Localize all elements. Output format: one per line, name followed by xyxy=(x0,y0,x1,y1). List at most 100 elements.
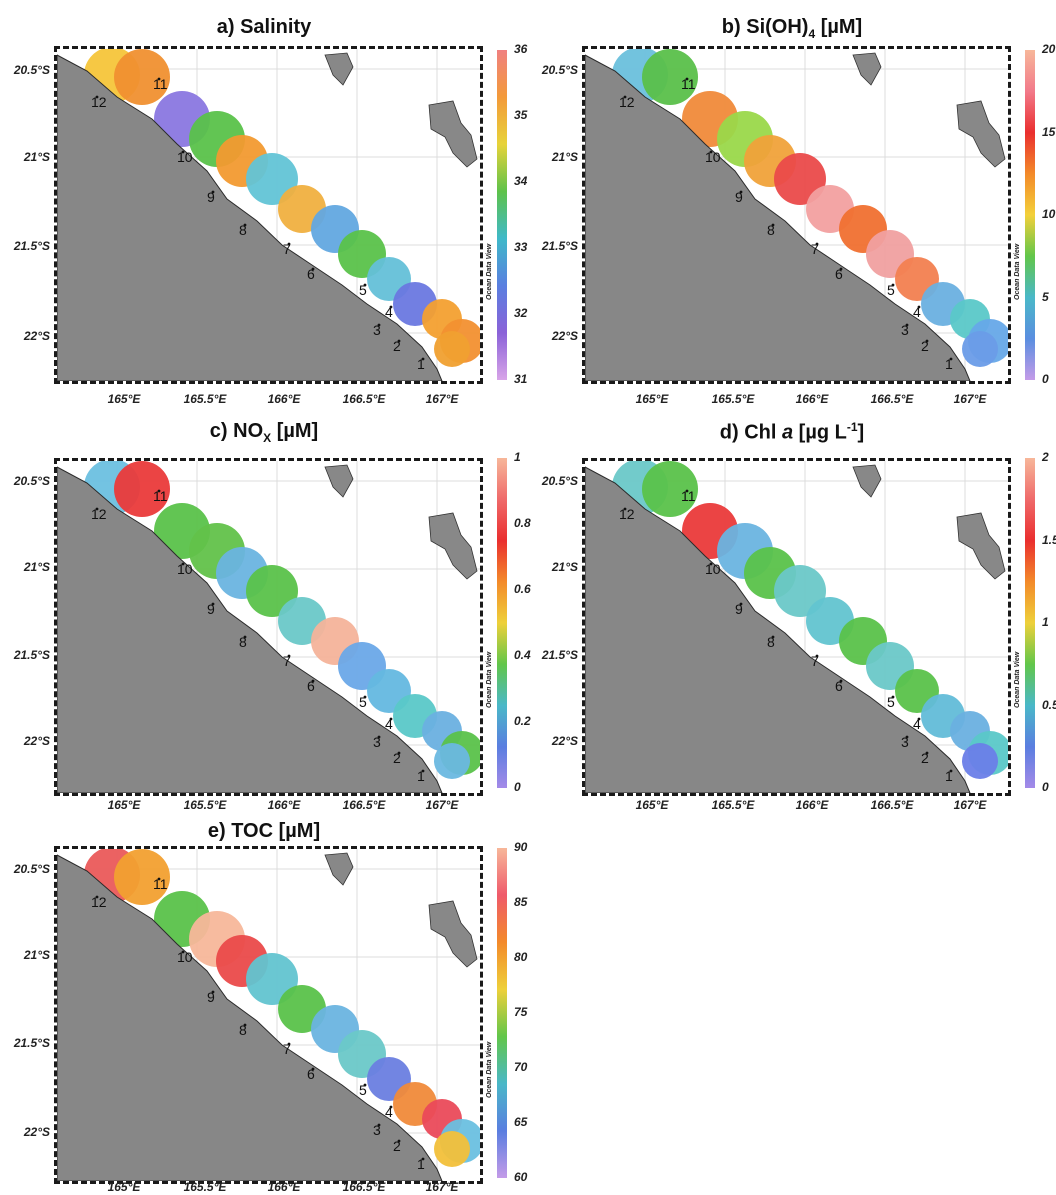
colorbar-tick: 33 xyxy=(514,240,528,254)
station-label: 6 xyxy=(835,678,843,694)
data-blob xyxy=(642,461,698,517)
station-label: 9 xyxy=(207,189,215,205)
island-shape xyxy=(324,852,354,886)
data-blob xyxy=(114,49,170,105)
station-label: 11 xyxy=(681,76,696,92)
station-dot xyxy=(917,305,921,309)
station-dot xyxy=(311,679,315,683)
station-label: 3 xyxy=(901,734,909,750)
colorbar-tick: 1 xyxy=(514,450,521,464)
map-frame: 1 2 3 4 5 6 7 8 9 10 11 12 xyxy=(54,46,483,384)
colorbar-tick: 15 xyxy=(1042,124,1056,139)
lat-label: 21°S xyxy=(23,560,50,574)
station-dot xyxy=(397,1139,401,1143)
lat-label: 21.5°S xyxy=(13,1036,50,1050)
lat-label: 20.5°S xyxy=(541,63,578,77)
island-shape xyxy=(324,52,354,86)
colorbar-tick: 34 xyxy=(514,174,528,188)
lat-label: 20.5°S xyxy=(13,63,50,77)
panel-c: c) NOX [µM] 1 2 3 4 5 6 7 8 9 10 11 12 20.5°S 21°S … xyxy=(0,398,531,812)
watermark: Ocean Data View xyxy=(486,1041,493,1098)
colorbar xyxy=(1025,458,1035,788)
land-mass xyxy=(57,854,443,1181)
station-dot xyxy=(377,323,381,327)
station-label: 11 xyxy=(153,488,168,504)
lon-label: 165°E xyxy=(107,1180,141,1194)
land-mass xyxy=(57,466,443,793)
station-dot xyxy=(905,323,909,327)
station-label: 10 xyxy=(705,149,721,165)
station-label: 5 xyxy=(359,282,367,298)
data-blob xyxy=(114,849,170,905)
station-dot xyxy=(771,635,775,639)
panel-title: c) NOX [µM] xyxy=(209,420,319,445)
station-label: 1 xyxy=(945,768,953,784)
station-dot xyxy=(949,357,953,361)
lat-label: 22°S xyxy=(551,734,578,748)
island-shape xyxy=(428,512,478,580)
station-dot xyxy=(181,150,185,154)
colorbar-tick: 32 xyxy=(514,306,528,320)
lat-label: 21.5°S xyxy=(13,239,50,253)
lon-label: 165°E xyxy=(107,798,141,812)
colorbar-tick: 35 xyxy=(514,108,528,122)
lon-label: 166°E xyxy=(267,1180,301,1194)
lon-label: 166°E xyxy=(795,798,829,812)
colorbar-tick: 60 xyxy=(514,1170,528,1184)
station-dot xyxy=(623,95,627,99)
station-dot xyxy=(623,507,627,511)
lat-label: 22°S xyxy=(23,734,50,748)
station-label: 6 xyxy=(307,678,315,694)
lat-label: 21.5°S xyxy=(541,239,578,253)
station-dot xyxy=(891,695,895,699)
colorbar-tick: 0 xyxy=(514,780,521,794)
station-label: 5 xyxy=(359,1082,367,1098)
lon-label: 166.5°E xyxy=(342,1180,386,1194)
station-dot xyxy=(389,717,393,721)
colorbar-tick: 70 xyxy=(514,1060,528,1074)
watermark: Ocean Data View xyxy=(1014,651,1021,708)
colorbar-tick: 0 xyxy=(1042,372,1049,386)
lon-label: 166°E xyxy=(267,392,301,406)
station-dot xyxy=(181,950,185,954)
panel-title: d) Chl a [µg L-1] xyxy=(719,420,865,444)
colorbar-tick: 0.5 xyxy=(1042,697,1056,712)
lat-label: 21°S xyxy=(551,150,578,164)
lon-label: 167°E xyxy=(425,798,459,812)
station-dot xyxy=(287,242,291,246)
station-dot xyxy=(421,1157,425,1161)
station-dot xyxy=(377,1123,381,1127)
data-blob xyxy=(774,153,826,205)
map-frame: 1 2 3 4 5 6 7 8 9 10 11 12 xyxy=(54,458,483,796)
station-dot xyxy=(211,190,215,194)
station-label: 9 xyxy=(207,989,215,1005)
station-dot xyxy=(397,339,401,343)
station-dot xyxy=(949,769,953,773)
colorbar xyxy=(497,848,507,1178)
station-dot xyxy=(739,190,743,194)
station-label: 5 xyxy=(887,694,895,710)
station-label: 7 xyxy=(283,653,291,669)
station-dot xyxy=(839,679,843,683)
station-dot xyxy=(839,267,843,271)
station-label: 2 xyxy=(393,1138,401,1154)
panel-title: b) Si(OH)4 [µM] xyxy=(721,16,863,41)
lon-label: 165.5°E xyxy=(711,798,755,812)
station-dot xyxy=(709,150,713,154)
colorbar-tick: 0.2 xyxy=(514,714,531,728)
data-blob xyxy=(246,153,298,205)
watermark: Ocean Data View xyxy=(486,651,493,708)
lon-label: 167°E xyxy=(425,392,459,406)
station-label: 3 xyxy=(901,322,909,338)
station-dot xyxy=(389,305,393,309)
lat-label: 22°S xyxy=(23,1125,50,1139)
station-label: 5 xyxy=(887,282,895,298)
lon-label: 165.5°E xyxy=(183,392,227,406)
station-dot xyxy=(311,1067,315,1071)
lat-label: 20.5°S xyxy=(541,474,578,488)
station-dot xyxy=(917,717,921,721)
station-dot xyxy=(243,1023,247,1027)
lon-label: 165.5°E xyxy=(183,1180,227,1194)
station-label: 12 xyxy=(91,506,107,522)
lat-label: 21°S xyxy=(23,150,50,164)
